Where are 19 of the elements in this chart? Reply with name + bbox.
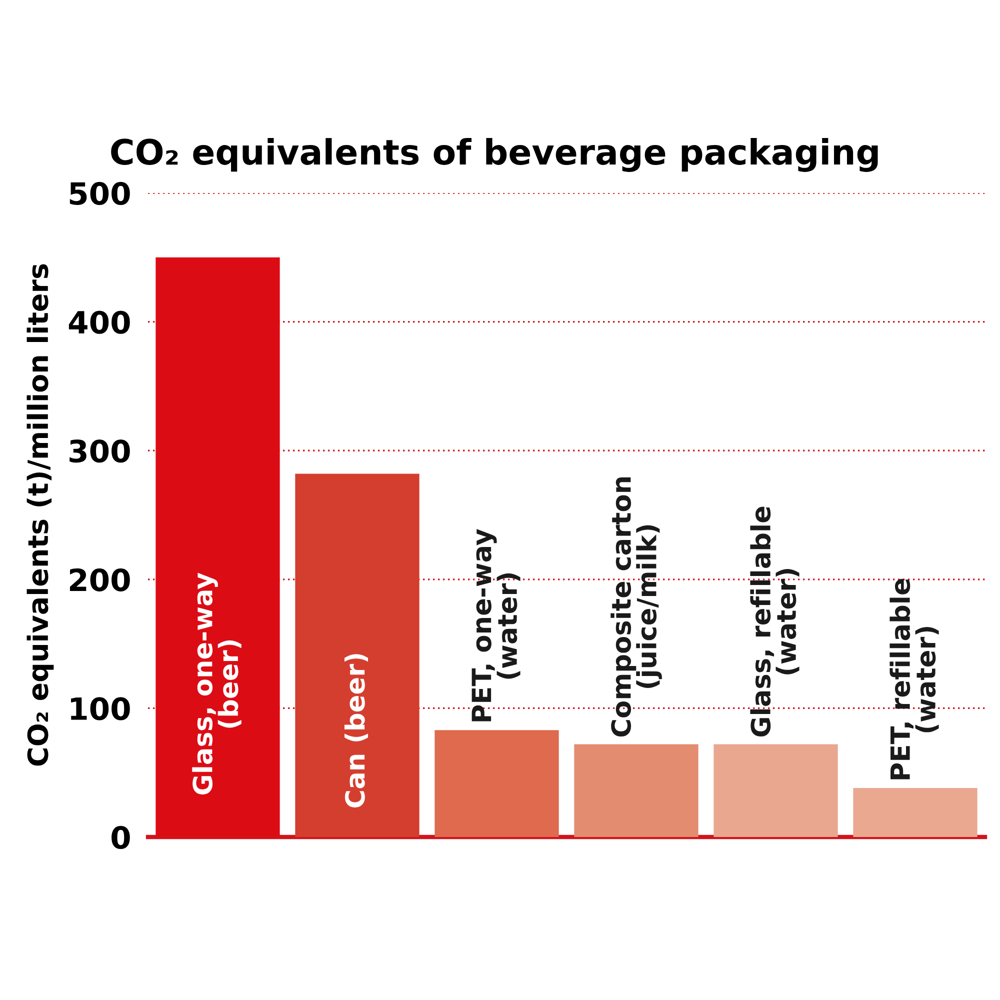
y-tick-label: 100 (71, 697, 130, 720)
y-tick-label: 0 (112, 826, 130, 850)
y-axis-title: CO₂ equivalents (t)/million liters (26, 264, 54, 766)
y-tick-label: 300 (70, 440, 130, 463)
bar (295, 474, 420, 837)
x-tick-label: Glass, one-way (beer) (192, 572, 242, 794)
bar (434, 730, 559, 837)
bar (574, 744, 698, 837)
y-tick-label: 400 (68, 310, 130, 334)
x-tick-label: PET, one-way (water) (472, 528, 520, 722)
x-tick-label: PET, refillable (water) (890, 578, 939, 780)
bar (714, 744, 838, 837)
bar (853, 788, 978, 837)
y-tick-label: 200 (70, 568, 130, 592)
x-tick-label: Glass, refillable (water) (750, 506, 800, 737)
chart-title: CO₂ equivalents of beverage packaging (111, 138, 878, 172)
x-tick-label: Can (beer) (344, 654, 368, 808)
x-tick-label: Composite carton (juice/milk) (610, 477, 662, 737)
y-tick-label: 500 (70, 182, 130, 206)
